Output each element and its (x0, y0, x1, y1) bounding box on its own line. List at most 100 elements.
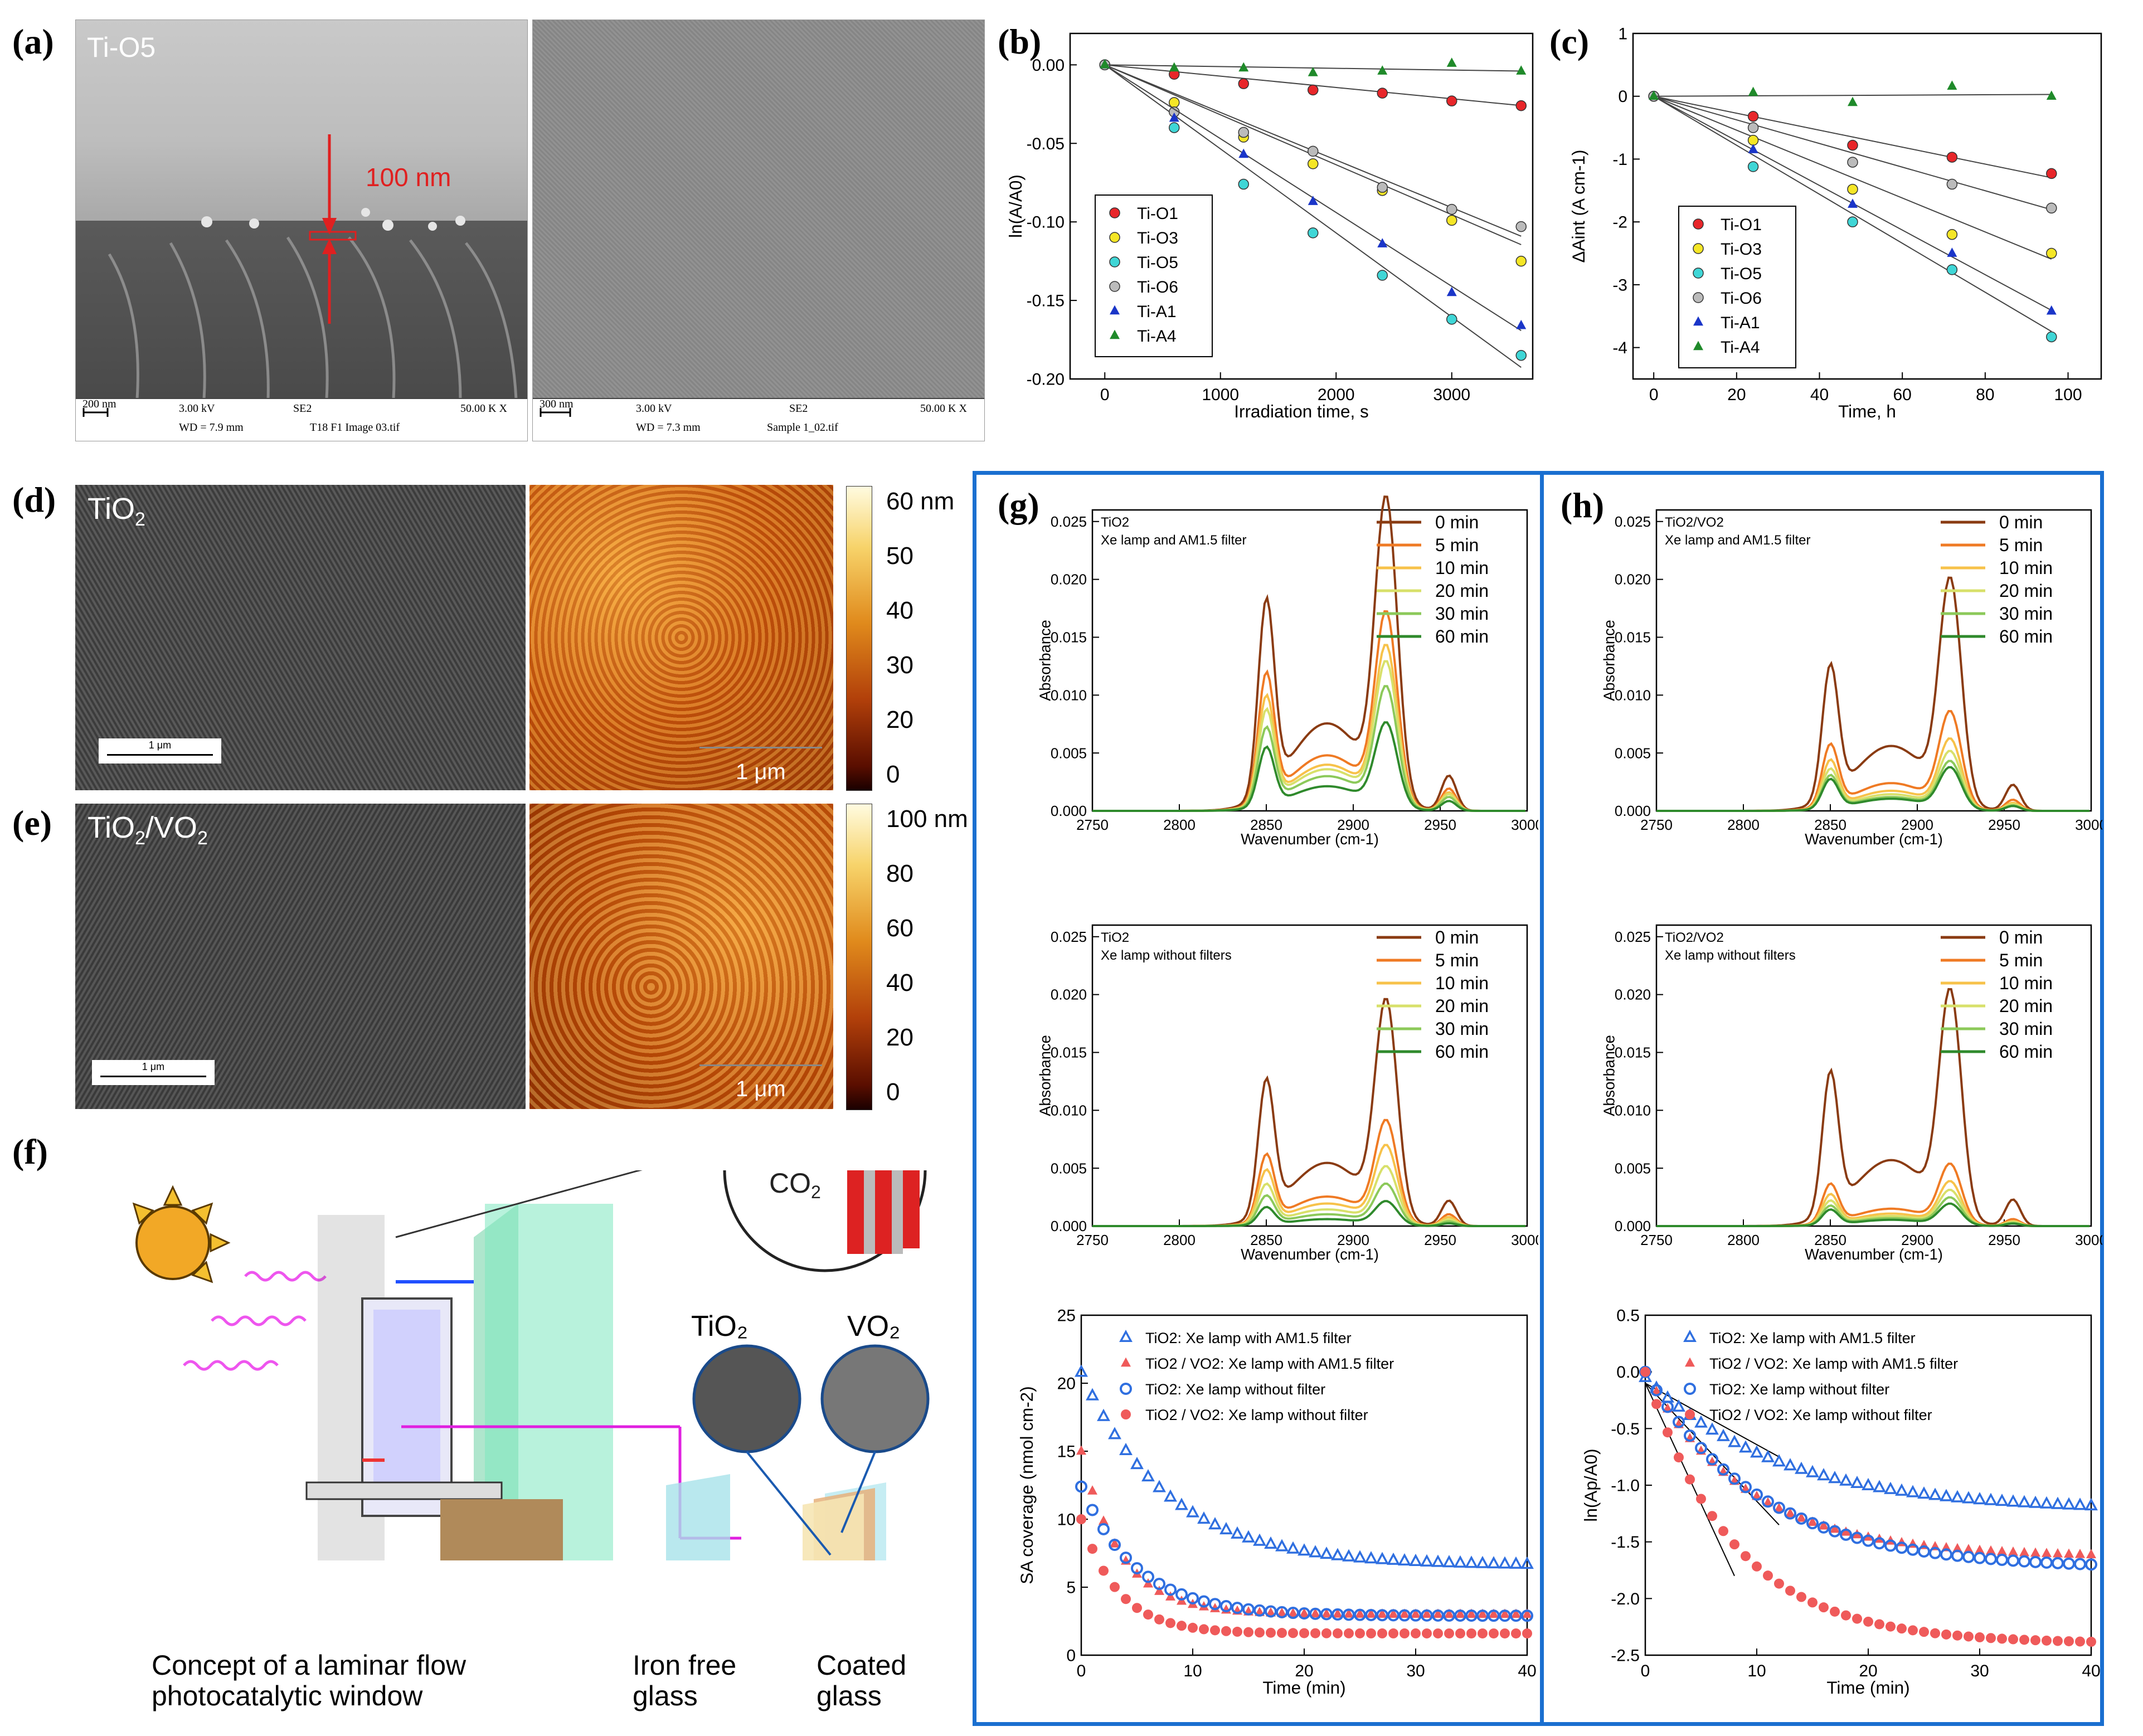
y-tick-label: -1.5 (1611, 1533, 1640, 1552)
data-point (1946, 264, 1958, 275)
data-point (1500, 1608, 1510, 1618)
x-tick-label: 2750 (1640, 816, 1673, 833)
data-point (1693, 316, 1703, 326)
legend-label: 10 min (1435, 558, 1489, 578)
x-tick-label: 2850 (1814, 1232, 1846, 1248)
data-point (1165, 1591, 1175, 1601)
data-point (1177, 1621, 1187, 1631)
y-axis-label: ln(A/A0) (1005, 174, 1026, 238)
x-tick-label: 2850 (1250, 816, 1282, 833)
data-point (1266, 1627, 1276, 1638)
data-point (1946, 178, 1958, 190)
data-point (1276, 1606, 1288, 1618)
plot-frame (1069, 32, 1534, 380)
data-point (1087, 1485, 1097, 1495)
data-point (1747, 122, 1759, 133)
data-point (1763, 1497, 1773, 1507)
panel-g-label: (g) (998, 485, 1039, 525)
data-point (1841, 1526, 1851, 1536)
legend-label: TiO2 / VO2: Xe lamp without filter (1709, 1407, 1932, 1423)
spectrum-line (1092, 644, 1525, 812)
data-point (1739, 1440, 1752, 1453)
sem-image-left: Ti-O5 100 nm 200 nm 3.00 kV SE2 50.00 K … (75, 20, 528, 441)
data-point (1287, 1607, 1299, 1620)
data-point (1795, 1512, 1807, 1525)
data-point (1511, 1628, 1521, 1638)
y-tick-label: 0.000 (1615, 1218, 1651, 1234)
data-point (1175, 1588, 1188, 1601)
data-point (1516, 65, 1527, 75)
data-point (1333, 1608, 1343, 1618)
data-point (1819, 1602, 1829, 1613)
glass1-line-1: Iron free (633, 1650, 737, 1681)
data-point (1774, 1578, 1784, 1589)
data-point (1762, 1495, 1774, 1508)
x-tick-label: 3000 (1511, 1232, 1538, 1248)
data-point (1952, 1630, 1962, 1641)
data-point (1908, 1625, 1918, 1636)
x-tick-label: 80 (1976, 386, 1994, 404)
data-point (1499, 1609, 1511, 1622)
data-point (2046, 90, 2057, 100)
x-tick-label: 20 (1295, 1662, 1313, 1680)
data-point (1454, 1555, 1467, 1568)
data-point (1411, 1628, 1421, 1638)
fit-line (1653, 95, 2052, 211)
data-point (1693, 292, 1704, 303)
data-point (1728, 1472, 1741, 1485)
data-point (1828, 1471, 1841, 1484)
glass-iron-free (666, 1474, 730, 1560)
data-point (1685, 1357, 1695, 1367)
x-tick-label: 100 (2054, 386, 2082, 404)
data-point (1663, 1427, 1673, 1438)
legend-label: Ti-O3 (1137, 229, 1178, 247)
x-axis-label: Time (min) (1826, 1677, 1909, 1698)
data-point (1729, 1539, 1739, 1550)
colorbar-tick-label: 20 (886, 706, 913, 733)
data-point (1238, 78, 1249, 89)
data-point (1410, 1609, 1422, 1622)
legend-label: Ti-A1 (1137, 303, 1177, 321)
legend-label: 60 min (1999, 1042, 2053, 1062)
data-point (1219, 1521, 1233, 1535)
y-tick-label: 0.010 (1051, 687, 1087, 703)
x-tick-label: 2900 (1901, 816, 1933, 833)
sem-mag: 50.00 K X (460, 402, 507, 415)
data-point (1795, 1461, 1808, 1474)
data-point (1169, 62, 1179, 72)
data-point (1220, 1600, 1232, 1613)
data-point (1238, 178, 1249, 190)
legend-label: 0 min (1999, 927, 2043, 947)
data-point (1847, 198, 1858, 208)
data-point (1650, 1384, 1663, 1397)
g-h-frame (973, 471, 2104, 1726)
colorbar-tick-label: 60 nm (886, 488, 955, 515)
data-point (1806, 1517, 1819, 1530)
y-tick-label: 0.005 (1051, 745, 1087, 761)
data-point (1097, 1408, 1110, 1421)
data-point (1320, 1547, 1333, 1559)
data-point (1264, 1536, 1277, 1549)
y-tick-label: -1 (1612, 150, 1627, 169)
data-point (2007, 1554, 2019, 1567)
data-point (1748, 144, 1758, 153)
legend-label: TiO2: Xe lamp with AM1.5 filter (1145, 1330, 1352, 1346)
data-point (1806, 1465, 1819, 1477)
data-point (2030, 1635, 2040, 1646)
data-point (1919, 1627, 1929, 1637)
subplot-subtitle: Xe lamp without filters (1665, 948, 1796, 963)
panel-f-label: (f) (12, 1132, 48, 1171)
subplot-subtitle: Xe lamp and AM1.5 filter (1101, 533, 1246, 548)
panel-b-label: (b) (998, 22, 1042, 61)
data-point (1974, 1552, 1986, 1564)
data-point (1884, 1481, 1897, 1494)
chart-c: 0 20 40 60 80 100 1 0 -1 -2 -3 -4 Time, h ΔAint (A cm… (1568, 25, 2102, 421)
y-tick-label: 0.015 (1615, 629, 1651, 646)
sample-label-tio2: TiO2 (88, 492, 145, 530)
sem-file: T18 F1 Image 03.tif (310, 421, 400, 434)
x-axis-label: Wavenumber (cm-1) (1805, 830, 1943, 848)
data-point (1446, 314, 1457, 325)
data-point (1238, 62, 1249, 72)
data-point (1918, 1545, 1930, 1558)
panel-h-label: (h) (1561, 485, 1605, 525)
